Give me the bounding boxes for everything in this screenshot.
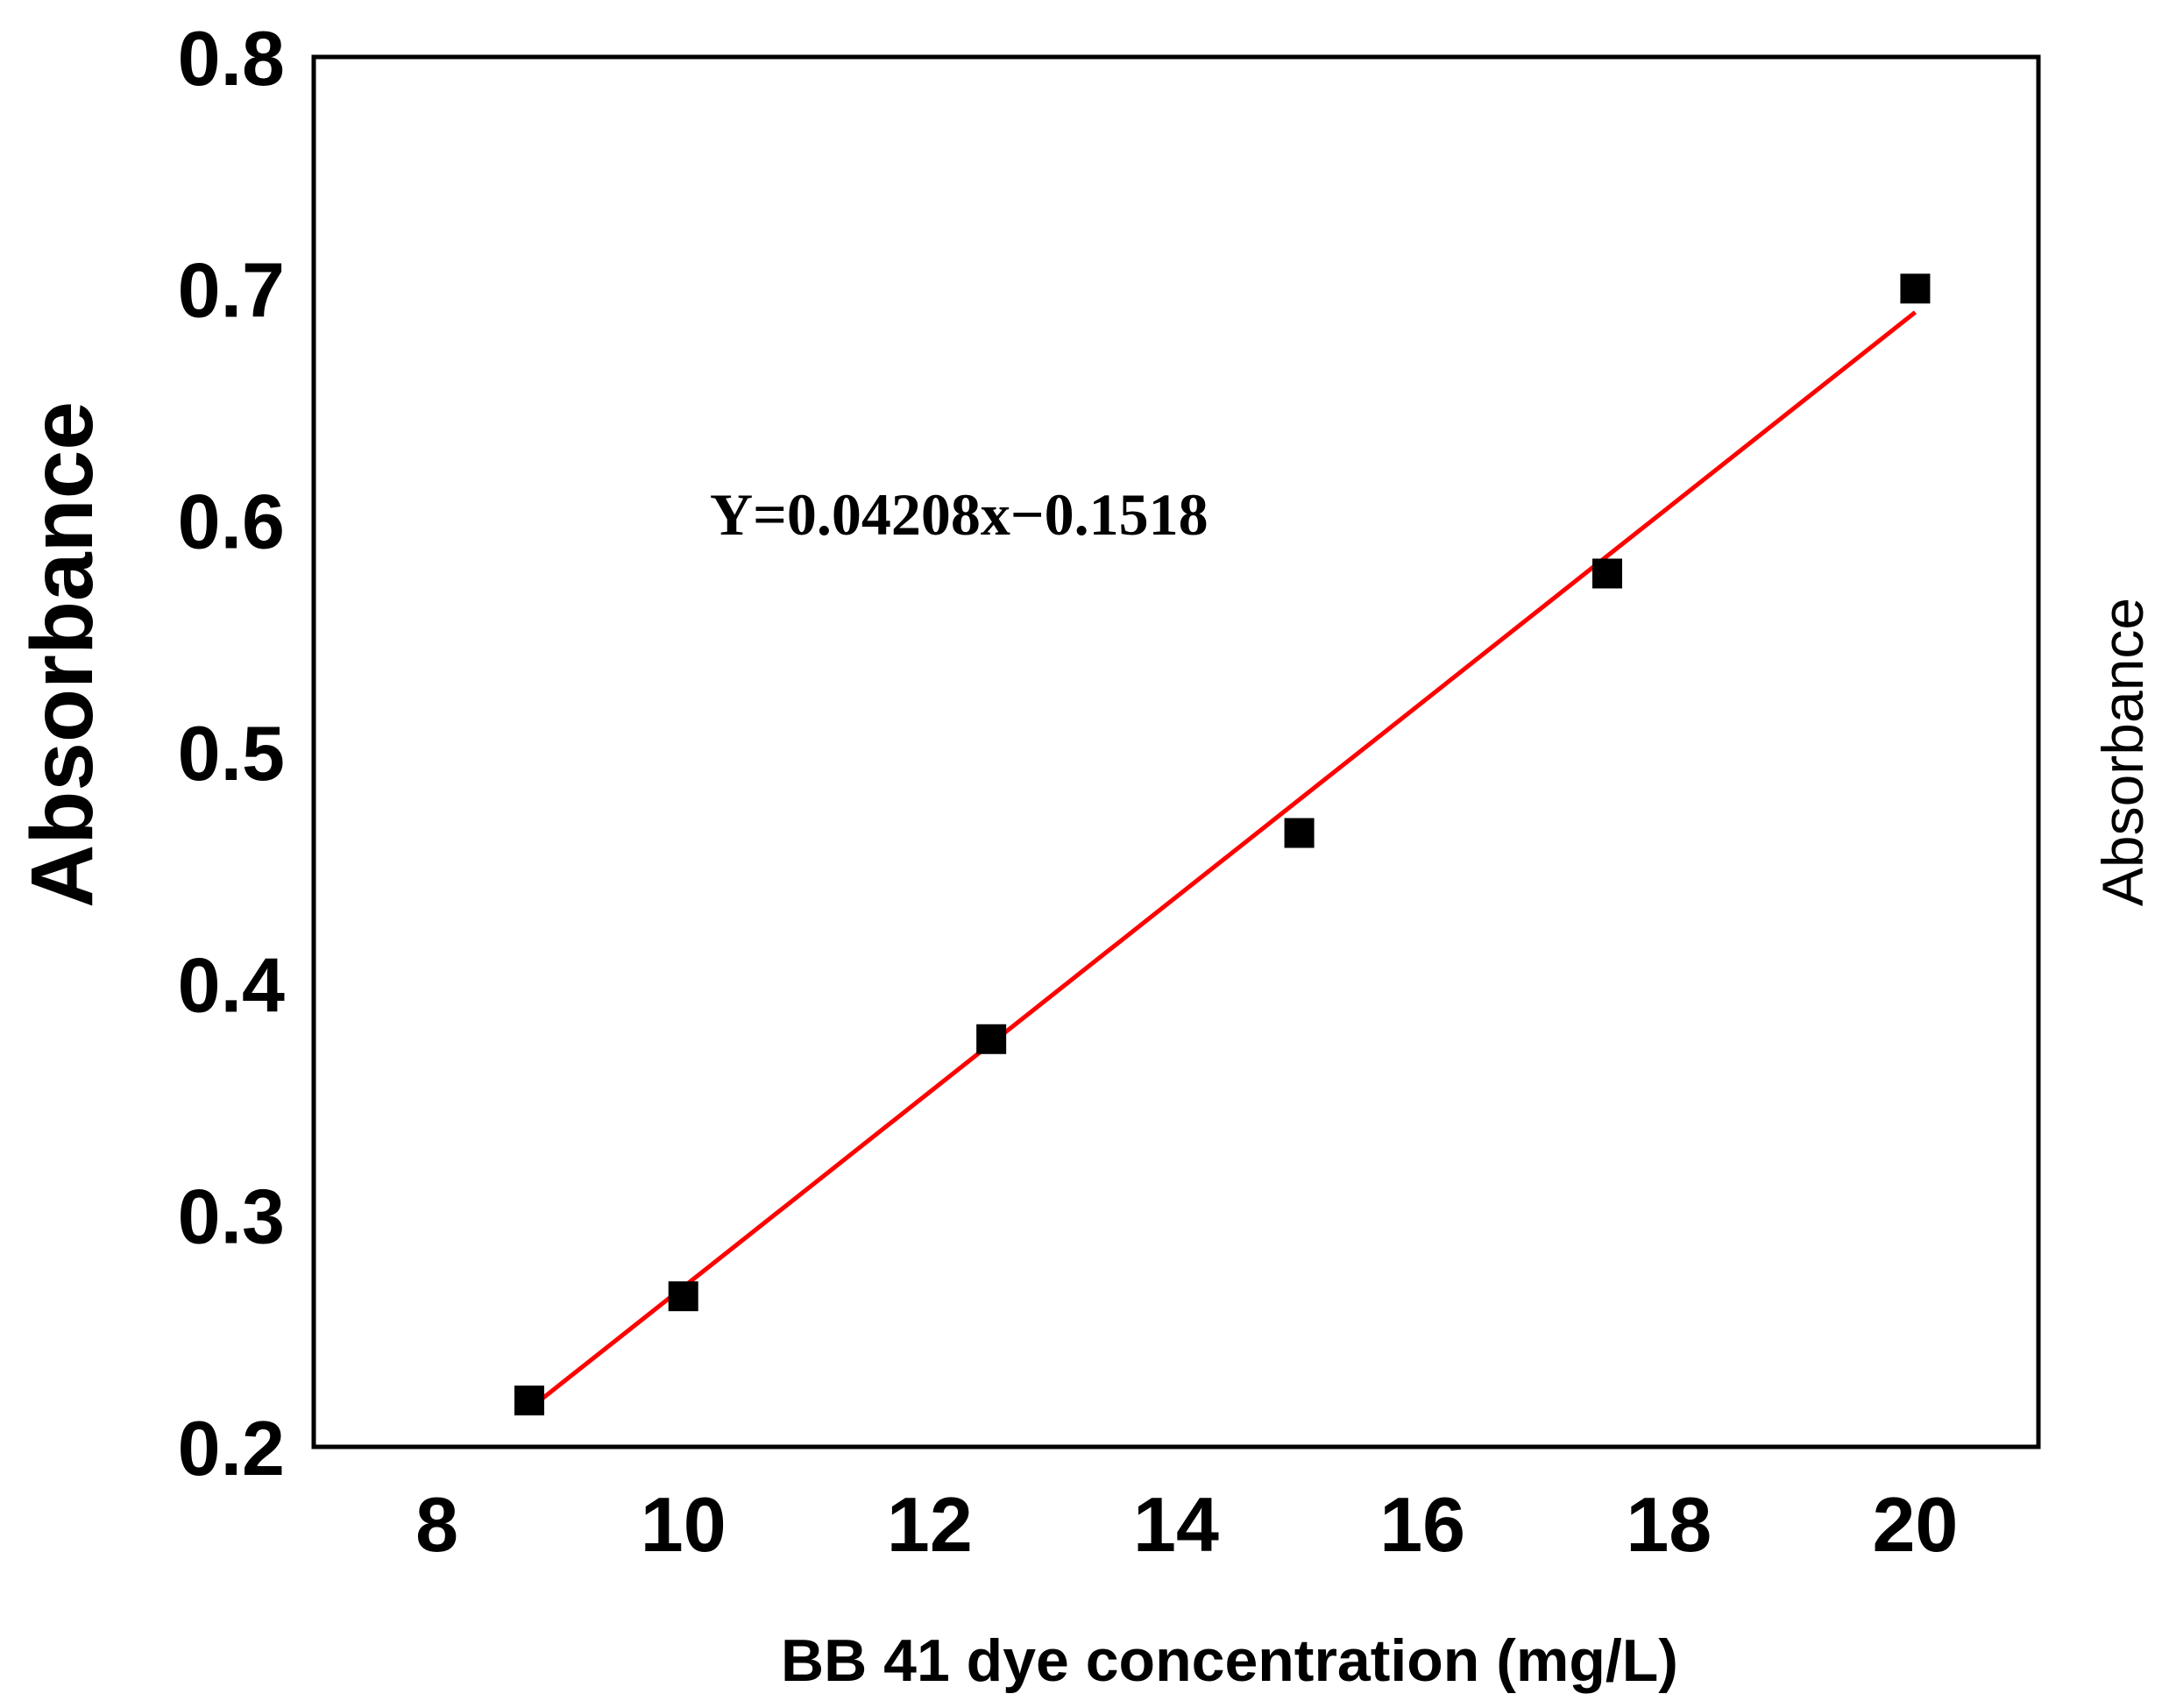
y-tick-label: 0.4	[178, 941, 285, 1028]
y-axis-ticks: 0.2 0.3 0.4 0.5 0.6 0.7 0.8	[178, 15, 285, 1492]
data-point	[1592, 558, 1622, 589]
fit-equation: Y=0.04208x−0.1518	[710, 481, 1209, 548]
x-axis-label: BB 41 dye concentration (mg/L)	[781, 1627, 1678, 1694]
x-tick-label: 12	[887, 1481, 973, 1568]
y-tick-label: 0.5	[178, 710, 285, 797]
x-tick-label: 14	[1133, 1481, 1219, 1568]
plot-frame	[311, 54, 2041, 1449]
data-points	[514, 273, 1931, 1416]
y-tick-label: 0.8	[178, 15, 285, 102]
y-tick-label: 0.6	[178, 478, 285, 565]
right-axis-label: Absorbance	[2090, 598, 2155, 906]
data-point	[976, 1024, 1007, 1054]
y-tick-label: 0.2	[178, 1405, 285, 1492]
x-tick-label: 16	[1379, 1481, 1465, 1568]
data-point	[668, 1281, 698, 1312]
x-tick-label: 10	[641, 1481, 727, 1568]
data-point	[1900, 273, 1931, 304]
x-tick-label: 8	[415, 1481, 458, 1568]
x-tick-label: 18	[1626, 1481, 1712, 1568]
x-tick-label: 20	[1872, 1481, 1958, 1568]
fit-line	[528, 310, 1917, 1411]
x-axis-ticks: 8 10 12 14 16 18 20	[415, 1481, 1958, 1568]
y-axis-label: Absorbance	[13, 401, 111, 908]
y-tick-label: 0.3	[178, 1173, 285, 1260]
data-point	[1284, 818, 1315, 848]
data-point	[514, 1386, 544, 1416]
y-tick-label: 0.7	[178, 246, 285, 333]
